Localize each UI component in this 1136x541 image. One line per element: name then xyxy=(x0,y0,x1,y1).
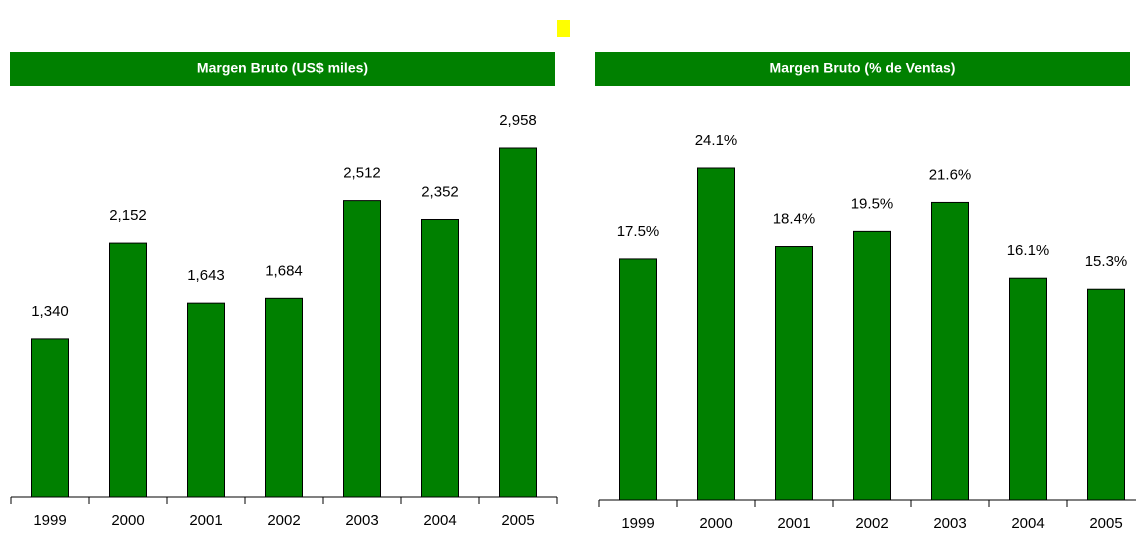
value-label: 18.4% xyxy=(773,210,816,227)
x-tick-label: 2001 xyxy=(777,515,810,532)
bar xyxy=(109,242,147,498)
x-tick-label: 2004 xyxy=(1011,515,1044,532)
bar xyxy=(1009,277,1047,501)
bar xyxy=(421,218,459,498)
bar xyxy=(853,230,891,501)
value-label: 16.1% xyxy=(1007,242,1050,259)
marker xyxy=(557,20,570,37)
bar xyxy=(619,258,657,501)
x-tick-label: 2000 xyxy=(699,515,732,532)
value-label: 21.6% xyxy=(929,166,972,183)
x-tick-label: 2004 xyxy=(423,512,456,529)
value-label: 2,352 xyxy=(421,183,459,200)
x-tick-label: 2000 xyxy=(111,512,144,529)
x-tick-label: 1999 xyxy=(33,512,66,529)
bar xyxy=(499,147,537,498)
x-tick-label: 2003 xyxy=(345,512,378,529)
bar xyxy=(931,201,969,501)
bar xyxy=(343,200,381,498)
value-label: 15.3% xyxy=(1085,253,1128,270)
chart-title: Margen Bruto (US$ miles) xyxy=(197,60,368,76)
x-tick-label: 2005 xyxy=(1089,515,1122,532)
bar xyxy=(31,338,69,498)
header-bar xyxy=(595,52,1130,86)
bar xyxy=(187,302,225,498)
value-label: 19.5% xyxy=(851,195,894,212)
chart-title: Margen Bruto (% de Ventas) xyxy=(770,60,956,76)
x-tick-label: 1999 xyxy=(621,515,654,532)
bar xyxy=(265,297,303,498)
x-tick-label: 2005 xyxy=(501,512,534,529)
value-label: 1,340 xyxy=(31,303,69,320)
value-label: 1,643 xyxy=(187,267,225,284)
x-tick-label: 2002 xyxy=(267,512,300,529)
bar xyxy=(1087,288,1125,501)
x-tick-label: 2003 xyxy=(933,515,966,532)
value-label: 2,152 xyxy=(109,207,147,224)
bar xyxy=(697,167,735,501)
header-bar xyxy=(10,52,555,86)
value-label: 1,684 xyxy=(265,262,303,279)
value-label: 17.5% xyxy=(617,223,660,240)
value-label: 24.1% xyxy=(695,132,738,149)
x-tick-label: 2001 xyxy=(189,512,222,529)
value-label: 2,958 xyxy=(499,112,537,129)
bar xyxy=(775,246,813,501)
value-label: 2,512 xyxy=(343,165,381,182)
x-tick-label: 2002 xyxy=(855,515,888,532)
